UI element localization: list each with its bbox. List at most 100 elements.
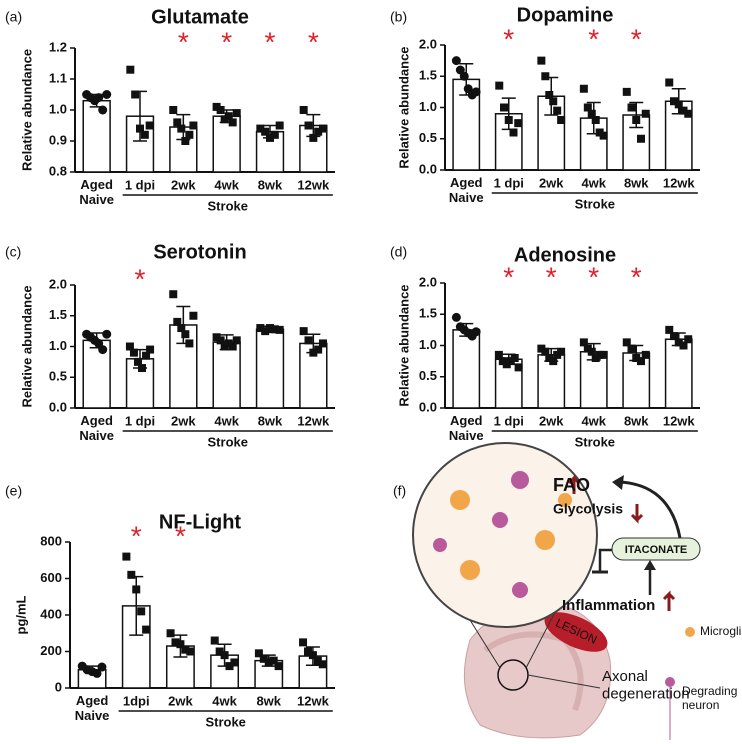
point <box>186 647 195 656</box>
y-tick-label: 2.0 <box>49 276 67 291</box>
neuron-icon <box>665 677 675 687</box>
point <box>309 133 318 142</box>
x-tick-label: 8wk <box>258 413 283 428</box>
point <box>314 345 323 354</box>
point <box>557 347 566 356</box>
point <box>176 640 185 649</box>
point <box>94 93 104 103</box>
point <box>451 56 461 66</box>
itaconate: ITACONATE <box>625 544 688 556</box>
point <box>684 335 693 344</box>
point <box>471 327 481 337</box>
point <box>261 127 270 136</box>
point <box>132 585 141 594</box>
point <box>230 658 239 667</box>
chart-title: Glutamate <box>151 6 249 28</box>
panel-label: (b) <box>390 9 407 25</box>
panel-label: (e) <box>5 483 22 499</box>
point <box>627 344 636 353</box>
point <box>459 71 469 81</box>
y-tick-label: 2.0 <box>419 36 437 51</box>
y-tick-label: 1.0 <box>49 338 67 353</box>
point <box>122 552 131 561</box>
point <box>173 118 182 127</box>
point <box>509 128 518 137</box>
point <box>545 91 554 99</box>
down-arrow <box>630 504 644 524</box>
point <box>314 127 323 136</box>
glycolysis: Glycolysis <box>553 501 623 517</box>
significance: * <box>265 26 276 57</box>
y-tick-label: 800 <box>40 533 62 548</box>
point <box>309 348 318 357</box>
point <box>319 339 328 348</box>
point <box>224 339 233 348</box>
axonal-label: Axonal degeneration <box>602 668 690 702</box>
point <box>136 124 144 133</box>
point <box>215 647 224 656</box>
point <box>256 324 265 333</box>
point <box>299 327 308 336</box>
x-tick-label: 12wk <box>297 177 330 192</box>
point <box>510 354 519 362</box>
x-tick-label: 1 dpi <box>125 413 155 428</box>
point <box>137 607 146 616</box>
x-tick-label: 8wk <box>624 413 649 428</box>
y-tick-label: 1.5 <box>419 68 437 83</box>
x-tick-label: 1 dpi <box>125 177 155 192</box>
y-tick-label: 0.8 <box>49 163 67 178</box>
point <box>599 350 608 359</box>
significance: * <box>131 520 142 551</box>
chart-title: Serotonin <box>153 241 246 263</box>
x-tick-label: 1 dpi <box>494 413 524 428</box>
y-axis-label: Relative abundance <box>19 49 34 171</box>
point <box>622 338 631 347</box>
point <box>471 87 481 97</box>
y-tick-label: 1.0 <box>419 337 437 352</box>
x-tick-label: 2wk <box>171 177 196 192</box>
point <box>212 102 221 111</box>
point <box>270 325 279 334</box>
point <box>500 103 509 112</box>
magnifier <box>412 442 598 628</box>
significance: * <box>175 520 186 551</box>
point <box>102 90 112 99</box>
chart-title: Dopamine <box>517 4 614 26</box>
point <box>142 625 151 634</box>
point <box>181 645 190 654</box>
y-tick-label: 1.0 <box>419 99 437 114</box>
y-axis-label: Relative abundance <box>19 285 34 407</box>
y-tick-label: 0 <box>55 679 62 694</box>
point <box>275 325 284 334</box>
x-tick-label: 8wk <box>256 693 281 708</box>
point <box>97 662 107 672</box>
x-tick-label: 12wk <box>297 413 330 428</box>
x-tick-label: Aged Naive <box>75 693 110 723</box>
panel-label: (f) <box>393 483 406 499</box>
point <box>189 311 198 320</box>
point <box>133 357 142 366</box>
point <box>185 130 194 139</box>
point <box>177 324 186 333</box>
cells <box>433 471 572 598</box>
point <box>166 629 175 638</box>
point <box>232 336 241 345</box>
x-tick-label: 1 dpi <box>494 175 524 190</box>
point <box>210 636 219 645</box>
point <box>495 81 504 90</box>
y-tick-label: 1.5 <box>49 307 67 322</box>
point <box>171 638 180 647</box>
x-tick-label: 12wk <box>297 693 330 708</box>
significance: * <box>308 26 319 57</box>
point <box>220 651 229 660</box>
point <box>131 90 140 99</box>
point <box>319 124 328 133</box>
x-tick-label: 4wk <box>212 693 237 708</box>
point <box>451 312 461 322</box>
diagram: (f) FAO Glycolysis ITACONATE Inflammatio… <box>393 442 742 740</box>
significance: * <box>178 26 189 57</box>
point <box>138 364 147 373</box>
point <box>169 106 178 114</box>
point <box>129 348 138 357</box>
point <box>549 97 558 106</box>
